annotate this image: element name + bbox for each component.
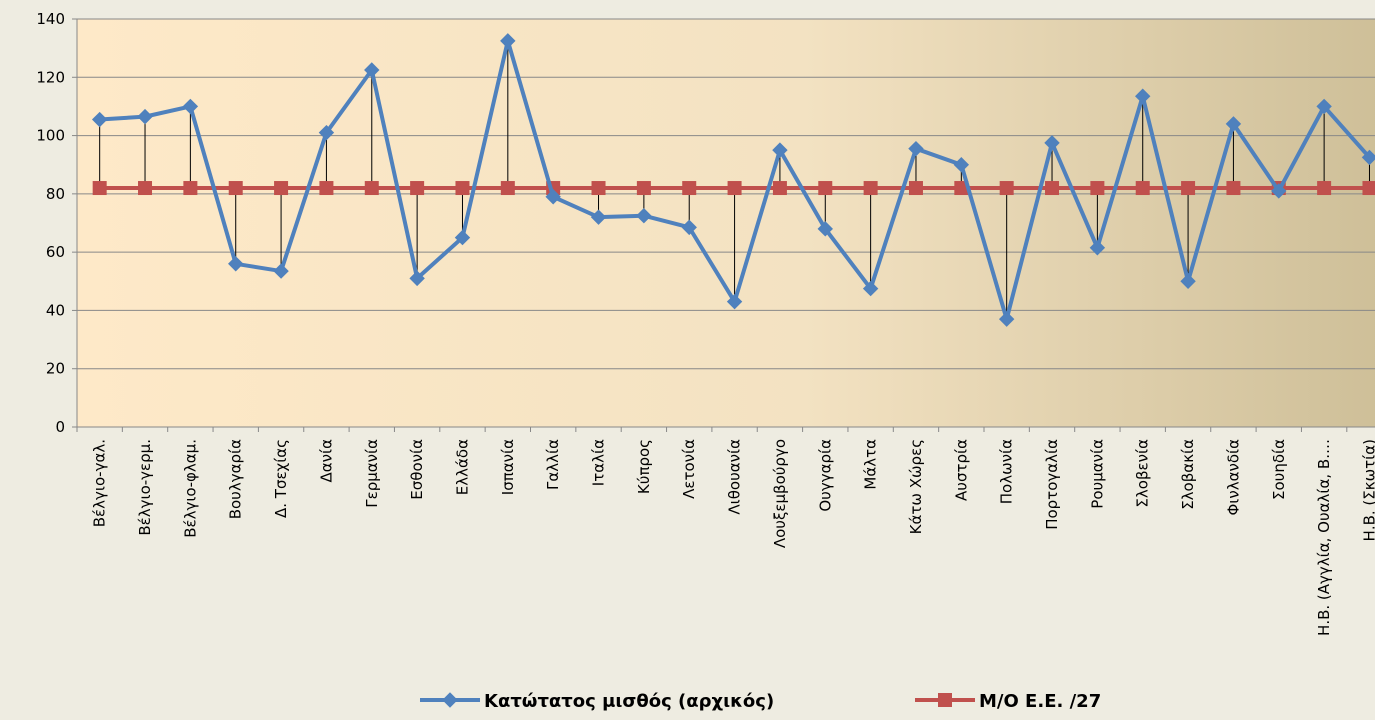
plot-area [77,19,1375,427]
marker [591,181,606,196]
x-tick-label: Η.Β. (Αγγλία, Ουαλία, Β.… [1315,439,1333,636]
marker [636,208,652,224]
marker [455,181,470,196]
x-tick-label: Αυστρία [952,439,970,501]
marker [409,270,425,287]
marker [682,181,697,196]
marker [91,111,108,128]
marker [273,263,289,279]
marker [138,181,153,196]
marker [1135,181,1150,196]
marker [1317,181,1332,196]
marker [274,181,289,196]
marker [998,311,1015,327]
marker [1180,273,1196,289]
x-tick-label: Σλοβακία [1179,439,1197,510]
x-tick-label: Η.Β. (Σκωτία) [1360,439,1375,541]
y-tick-label: 0 [55,418,65,436]
marker [862,280,879,297]
marker [1226,181,1241,196]
x-tick-label: Λουξεμβούργο [771,439,789,548]
marker [1362,181,1375,196]
x-tick-label: Πολωνία [998,439,1016,504]
x-tick-label: Πορτογαλία [1043,439,1061,530]
marker [318,124,335,141]
y-tick-label: 100 [36,127,65,145]
marker [319,181,334,196]
marker [772,181,787,196]
x-tick-label: Βουλγαρία [227,439,245,519]
marker [500,181,515,196]
x-tick-label: Δ. Τσεχίας [272,439,290,518]
x-tick-label: Ελλάδα [453,439,471,495]
marker [364,181,379,196]
x-tick-label: Κύπρος [635,439,653,494]
x-tick-label: Γερμανία [363,439,381,508]
marker [938,693,952,707]
x-tick-label: Κάτω Χώρες [907,439,925,534]
x-tick-label: Ιταλία [590,439,608,486]
marker [228,256,244,272]
marker [817,221,833,237]
marker [1089,240,1106,256]
marker [727,181,742,196]
y-tick-label: 80 [46,185,65,203]
x-tick-label: Φινλανδία [1224,439,1242,516]
y-tick-label: 120 [36,68,65,86]
marker [228,181,243,196]
marker [183,181,198,196]
marker [137,108,153,125]
marker [92,181,107,196]
marker [590,209,607,225]
marker [1271,183,1287,199]
x-tick-label: Γαλλία [544,439,562,490]
marker [863,181,878,196]
x-tick-label: Εσθονία [408,439,426,500]
marker [1045,181,1060,196]
marker [442,692,458,708]
marker [1090,181,1105,196]
marker [1135,88,1151,104]
y-tick-label: 40 [46,301,65,319]
marker [1044,135,1060,151]
y-tick-label: 60 [46,243,65,261]
legend-label: Μ/Ο Ε.Ε. /27 [979,691,1101,712]
marker [500,33,516,49]
marker [1361,149,1375,166]
x-tick-label: Βέλγιο-γερμ. [136,439,154,536]
marker [772,142,788,158]
marker [999,181,1014,196]
x-tick-label: Σουηδία [1270,439,1288,500]
marker [681,219,697,236]
marker [1225,116,1242,132]
x-tick-label: Μάλτα [862,439,880,490]
x-tick-label: Λιθουανία [726,439,744,515]
y-tick-label: 140 [36,10,65,28]
marker [454,229,471,246]
marker [953,157,970,173]
marker [908,140,924,157]
x-tick-label: Ουγγαρία [816,439,834,512]
marker [818,181,833,196]
y-tick-label: 20 [46,360,65,378]
x-tick-label: Δανία [317,439,335,483]
x-tick-label: Λετονία [680,439,698,499]
x-tick-label: Βέλγιο-φλαμ. [181,439,199,538]
marker [364,62,380,78]
x-tick-label: Βέλγιο-γαλ. [91,439,109,527]
marker [908,181,923,196]
legend-label: Κατώτατος μισθός (αρχικός) [484,691,774,712]
x-tick-label: Ισπανία [499,439,517,495]
marker [1181,181,1196,196]
marker [410,181,425,196]
marker [1316,98,1332,115]
x-tick-label: Σλοβενία [1134,439,1152,508]
marker [545,189,561,205]
marker [636,181,651,196]
x-tick-label: Ρουμανία [1088,439,1106,509]
marker [726,293,743,310]
marker [182,98,199,115]
